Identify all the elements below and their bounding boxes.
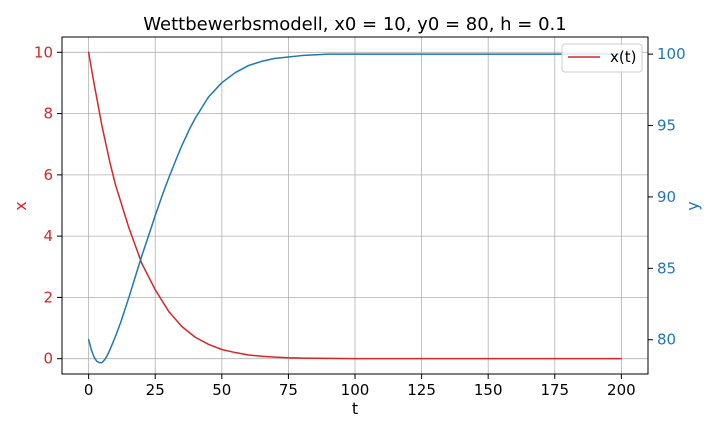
y-left-axis-ticks: 0 2 4 6 8 10 (34, 43, 62, 368)
y-left-tick-label: 0 (43, 350, 53, 368)
y-right-tick-label: 90 (657, 188, 676, 206)
x-tick-label: 200 (607, 381, 636, 399)
series-line-y (87, 53, 623, 364)
grid (62, 37, 648, 374)
x-axis-title: t (352, 399, 358, 418)
x-tick-label: 25 (146, 381, 165, 399)
legend: x(t) (561, 43, 643, 73)
x-tick-label: 50 (212, 381, 231, 399)
x-tick-label: 100 (341, 381, 370, 399)
legend-box (561, 43, 643, 73)
x-tick-label: 150 (474, 381, 503, 399)
x-tick-label: 0 (84, 381, 94, 399)
x-tick-label: 75 (279, 381, 298, 399)
series-line-x (87, 51, 623, 360)
y-left-tick-label: 4 (43, 227, 53, 245)
legend-label-x: x(t) (610, 48, 636, 66)
y-right-axis-title: y (683, 201, 702, 210)
y-left-tick-label: 10 (34, 43, 53, 61)
x-tick-label: 175 (540, 381, 569, 399)
chart-title: Wettbewerbsmodell, x0 = 10, y0 = 80, h =… (143, 14, 566, 35)
series-layer (87, 51, 623, 364)
y-left-tick-label: 2 (43, 288, 53, 306)
y-right-axis-ticks: 80 85 90 95 100 (648, 45, 686, 349)
y-right-tick-label: 100 (657, 45, 686, 63)
y-right-tick-label: 95 (657, 117, 676, 135)
y-right-tick-label: 80 (657, 331, 676, 349)
x-axis-ticks: 0 25 50 75 100 125 150 175 200 (84, 374, 636, 399)
y-right-tick-label: 85 (657, 259, 676, 277)
x-tick-label: 125 (407, 381, 436, 399)
y-left-tick-label: 6 (43, 166, 53, 184)
y-left-tick-label: 8 (43, 105, 53, 123)
y-left-axis-title: x (11, 201, 30, 210)
